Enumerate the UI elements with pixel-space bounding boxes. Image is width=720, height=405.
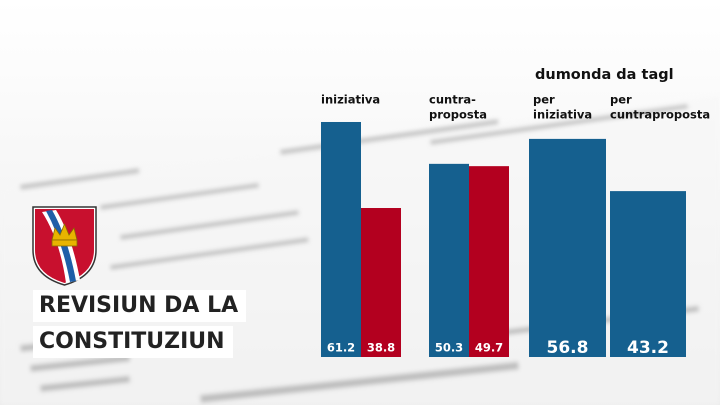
value-label: 56.8 [547, 338, 589, 358]
banner-box [33, 290, 246, 322]
value-label: 50.3 [435, 341, 463, 355]
bar [610, 191, 686, 357]
bar [529, 138, 606, 357]
value-label: 43.2 [627, 338, 669, 358]
group-label: proposta [429, 108, 487, 122]
banner-box [33, 326, 233, 358]
bar [321, 121, 361, 357]
banner-line: CONSTITUZIUN [39, 329, 225, 354]
annotation: dumonda da tagl [535, 67, 674, 83]
value-label: 49.7 [475, 341, 503, 355]
bar [429, 163, 469, 357]
group-label: iniziativa [321, 93, 380, 107]
bar [469, 166, 509, 357]
banner-line: REVISIUN DA LA [39, 293, 238, 318]
group-label: cuntra- [429, 93, 476, 107]
group-label: iniziativa [533, 108, 592, 122]
group-label: per [533, 93, 555, 107]
bar [361, 208, 401, 357]
logo [32, 206, 97, 286]
value-label: 61.2 [327, 341, 355, 355]
value-label: 38.8 [367, 341, 395, 355]
group-label: cuntraproposta [610, 108, 710, 122]
group-label: per [610, 93, 632, 107]
